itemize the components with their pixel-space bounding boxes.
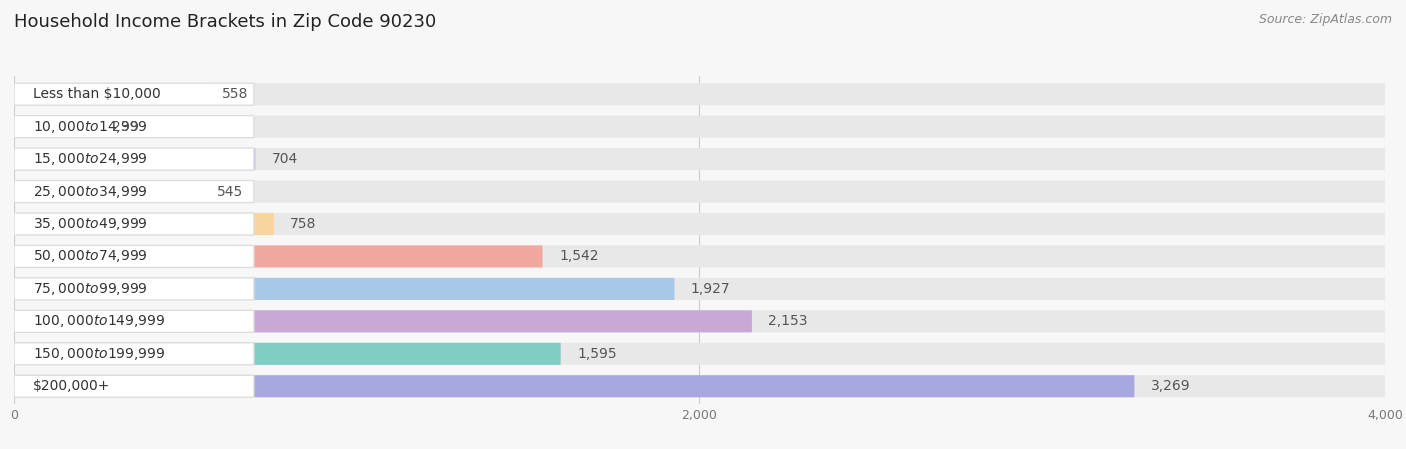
Text: $100,000 to $149,999: $100,000 to $149,999 [34,313,166,330]
Text: $50,000 to $74,999: $50,000 to $74,999 [34,248,148,264]
FancyBboxPatch shape [14,375,254,397]
Text: $10,000 to $14,999: $10,000 to $14,999 [34,119,148,135]
FancyBboxPatch shape [14,148,254,170]
FancyBboxPatch shape [14,115,1385,138]
Text: 704: 704 [271,152,298,166]
Text: 3,269: 3,269 [1152,379,1191,393]
Text: 1,595: 1,595 [576,347,617,361]
FancyBboxPatch shape [14,310,1385,332]
FancyBboxPatch shape [14,83,254,105]
Text: $150,000 to $199,999: $150,000 to $199,999 [34,346,166,362]
FancyBboxPatch shape [14,375,1385,397]
FancyBboxPatch shape [14,343,561,365]
FancyBboxPatch shape [14,278,675,300]
Text: 558: 558 [222,87,247,101]
FancyBboxPatch shape [14,246,254,268]
Text: Less than $10,000: Less than $10,000 [34,87,162,101]
FancyBboxPatch shape [14,310,752,332]
FancyBboxPatch shape [14,246,1385,268]
FancyBboxPatch shape [14,213,254,235]
FancyBboxPatch shape [14,180,1385,202]
Text: 239: 239 [112,119,139,134]
FancyBboxPatch shape [14,213,1385,235]
Text: Household Income Brackets in Zip Code 90230: Household Income Brackets in Zip Code 90… [14,13,436,31]
Text: $15,000 to $24,999: $15,000 to $24,999 [34,151,148,167]
FancyBboxPatch shape [14,180,254,202]
FancyBboxPatch shape [14,278,254,300]
Text: $200,000+: $200,000+ [34,379,111,393]
Text: $25,000 to $34,999: $25,000 to $34,999 [34,184,148,199]
FancyBboxPatch shape [14,115,96,138]
Text: $75,000 to $99,999: $75,000 to $99,999 [34,281,148,297]
Text: 545: 545 [218,185,243,198]
FancyBboxPatch shape [14,148,1385,170]
Text: 2,153: 2,153 [768,314,808,328]
FancyBboxPatch shape [14,180,201,202]
FancyBboxPatch shape [14,115,254,138]
FancyBboxPatch shape [14,83,205,105]
FancyBboxPatch shape [14,343,1385,365]
FancyBboxPatch shape [14,343,254,365]
FancyBboxPatch shape [14,310,254,332]
FancyBboxPatch shape [14,213,274,235]
Text: 758: 758 [290,217,316,231]
FancyBboxPatch shape [14,83,1385,105]
Text: 1,927: 1,927 [690,282,731,296]
FancyBboxPatch shape [14,375,1135,397]
Text: 1,542: 1,542 [560,250,599,264]
FancyBboxPatch shape [14,148,256,170]
FancyBboxPatch shape [14,278,1385,300]
Text: $35,000 to $49,999: $35,000 to $49,999 [34,216,148,232]
FancyBboxPatch shape [14,246,543,268]
Text: Source: ZipAtlas.com: Source: ZipAtlas.com [1258,13,1392,26]
